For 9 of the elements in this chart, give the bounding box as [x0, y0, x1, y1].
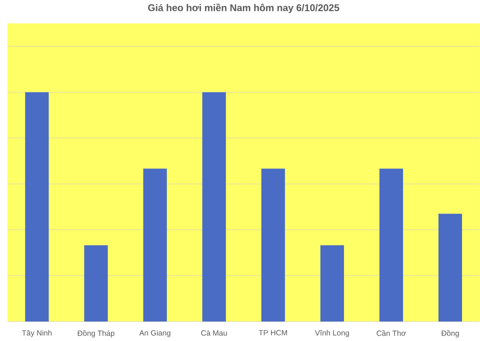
- bar: [320, 245, 344, 322]
- bar: [379, 168, 404, 322]
- bar: [25, 92, 49, 322]
- bar: [84, 245, 108, 322]
- chart-title: Giá heo hơi miền Nam hôm nay 6/10/2025: [148, 4, 340, 14]
- bar: [143, 168, 167, 322]
- bar: [438, 214, 462, 322]
- bar: [261, 168, 285, 322]
- bar: [202, 92, 226, 322]
